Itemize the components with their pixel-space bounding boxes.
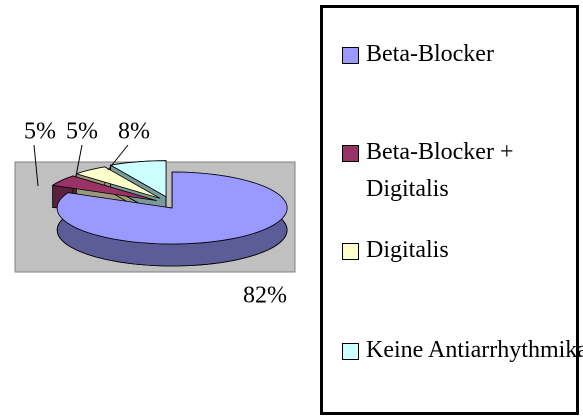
legend-item: Digitalis [340, 232, 583, 269]
leader-line [75, 144, 83, 177]
data-label: 82% [243, 283, 287, 309]
legend-item: Beta-Blocker + Digitalis [340, 134, 583, 208]
pie-slice [56, 171, 288, 245]
legend-swatch [342, 145, 359, 162]
plot: 82% 5% 5% 8% [14, 119, 296, 309]
legend-item: Beta-Blocker [340, 36, 583, 73]
data-label: 8% [118, 119, 150, 145]
legend-swatch [342, 243, 359, 260]
legend-swatch [342, 47, 359, 64]
pie-slice [109, 160, 167, 198]
legend-label: Beta-Blocker [366, 41, 494, 67]
leader-line [107, 144, 129, 171]
data-label: 5% [66, 119, 98, 145]
legend-label: Digitalis [366, 237, 449, 263]
pie-slice [51, 175, 157, 201]
legend-label: Beta-Blocker + Digitalis [366, 139, 514, 202]
data-label: 5% [24, 119, 56, 145]
legend-item: Keine Antiarrhythmika [340, 332, 583, 369]
legend-swatch [342, 343, 359, 360]
legend: Beta-Blocker Beta-Blocker + Digitalis Digi… [320, 5, 583, 415]
leader-line [33, 144, 39, 187]
legend-label: Keine Antiarrhythmika [366, 337, 583, 363]
